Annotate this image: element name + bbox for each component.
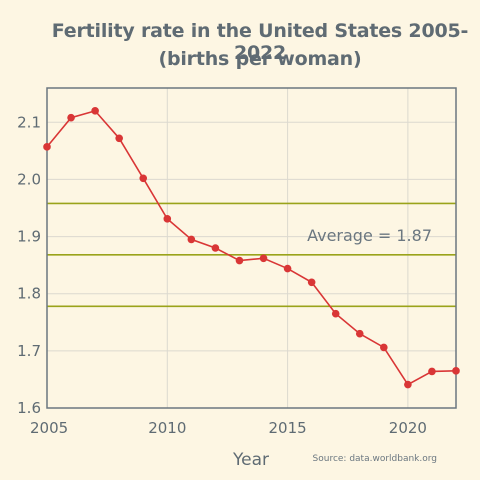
data-point (259, 254, 268, 263)
plot-frame (46, 87, 457, 409)
chart-subtitle: (births per woman) (158, 48, 362, 70)
data-point (283, 264, 292, 273)
data-point (115, 134, 123, 143)
data-point (91, 107, 99, 115)
series (43, 107, 460, 389)
data-point (307, 278, 316, 287)
x-axis-label: Year (232, 450, 269, 470)
data-point (380, 343, 388, 352)
average-annotation: Average = 1.87 (307, 226, 432, 245)
y-tick-label: 2.0 (17, 170, 41, 188)
chart-title: Fertility rate in the United States 2005… (51, 20, 469, 64)
data-point (187, 235, 196, 244)
data-point (67, 113, 75, 122)
data-point (43, 143, 51, 151)
y-axis-ticks: 1.6 1.7 1.8 1.9 2.0 2.1 (17, 113, 41, 417)
grid (46, 88, 456, 409)
data-point (163, 215, 172, 223)
data-point (139, 174, 148, 183)
y-tick-label: 1.6 (17, 399, 41, 417)
data-point (235, 256, 244, 265)
x-tick-label: 2020 (389, 419, 427, 437)
y-tick-label: 2.1 (17, 113, 41, 131)
y-tick-label: 1.8 (17, 285, 41, 303)
data-point (331, 309, 340, 318)
x-tick-label: 2010 (148, 419, 186, 437)
data-point (211, 244, 220, 252)
data-point (452, 367, 460, 375)
x-tick-label: 2015 (268, 419, 306, 437)
y-tick-label: 1.9 (17, 228, 41, 246)
source-note: Source: data.worldbank.org (313, 454, 437, 464)
reference-lines (47, 202, 456, 308)
x-tick-label: 2005 (30, 419, 68, 437)
data-point (404, 380, 412, 389)
data-point (355, 329, 364, 338)
data-point (428, 367, 436, 376)
x-axis-ticks: 2005 2010 2015 2020 (30, 419, 427, 437)
series-line (46, 109, 457, 386)
y-tick-label: 1.7 (17, 342, 41, 360)
